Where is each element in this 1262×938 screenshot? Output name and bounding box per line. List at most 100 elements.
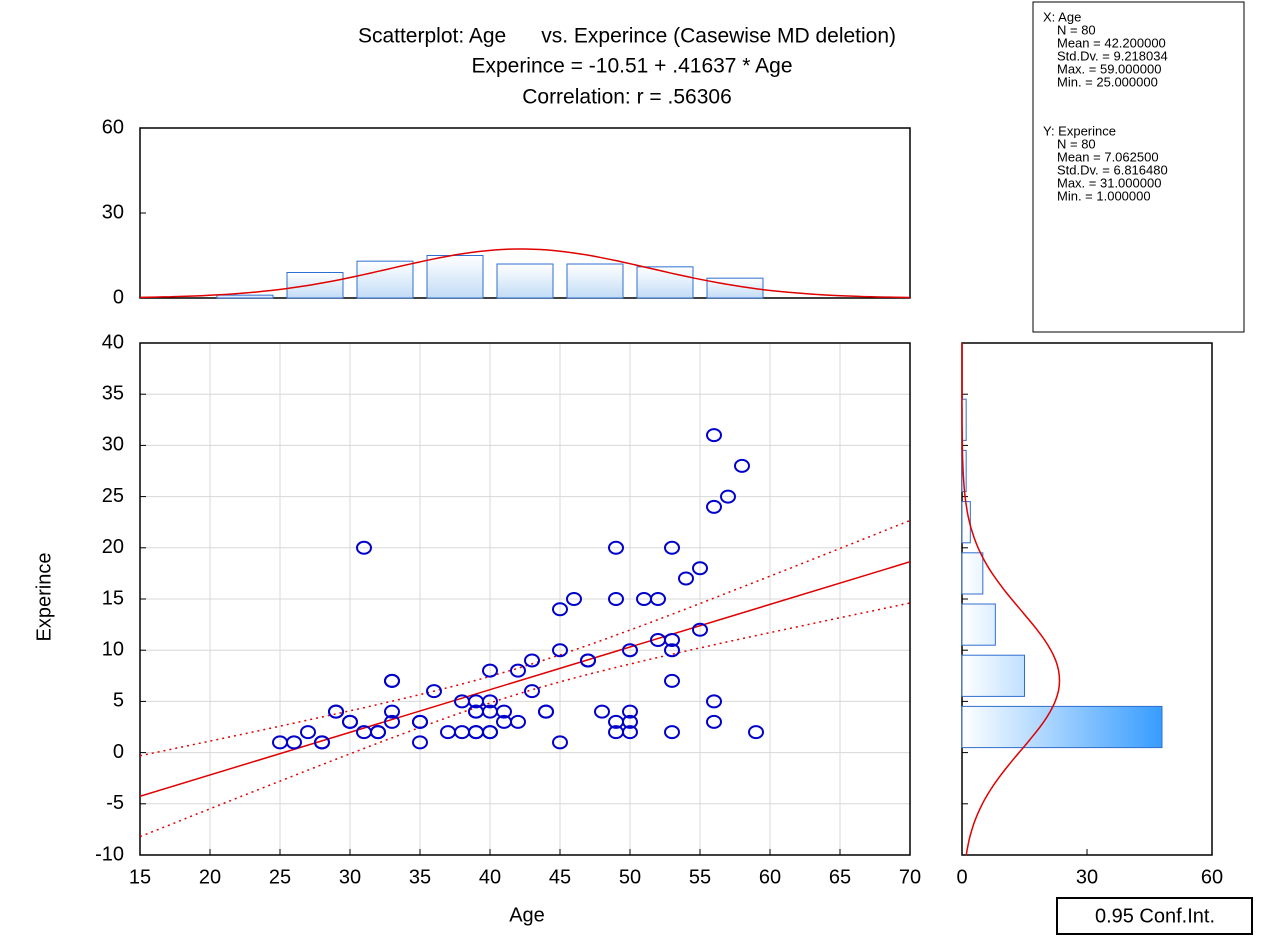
data-point	[664, 632, 680, 647]
histogram-bar	[961, 705, 1163, 749]
x-tick-label: 65	[829, 866, 851, 888]
data-point	[300, 725, 316, 740]
x-tick-label: 20	[199, 866, 221, 888]
regression-line	[140, 561, 910, 797]
data-point	[286, 735, 302, 750]
data-point	[706, 499, 722, 514]
x-tick-label: 25	[269, 866, 291, 888]
data-point	[412, 714, 428, 729]
data-point	[664, 673, 680, 688]
data-point	[622, 725, 638, 740]
y-tick-label: 0	[113, 741, 124, 763]
data-point	[692, 622, 708, 637]
data-point	[370, 725, 386, 740]
data-point	[552, 735, 568, 750]
x-tick-label: 70	[899, 866, 921, 888]
chart-subtitle: Experince = -10.51 + .41637 * Age	[471, 55, 792, 78]
x-tick-label: 30	[339, 866, 361, 888]
data-point	[482, 694, 498, 709]
data-point	[314, 735, 330, 750]
histogram-bar	[216, 294, 274, 299]
confidence-band	[140, 602, 910, 838]
data-point	[524, 684, 540, 699]
data-point	[748, 725, 764, 740]
data-point	[566, 592, 582, 606]
data-point	[510, 714, 526, 729]
data-point	[650, 592, 666, 606]
data-point	[664, 540, 680, 555]
legend-box	[1056, 897, 1253, 935]
y-tick-label: 15	[102, 587, 124, 609]
histogram-bar	[961, 654, 1025, 697]
data-point	[482, 725, 498, 740]
y-tick-label: 0	[113, 286, 124, 308]
y-tick-label: 25	[102, 485, 124, 507]
data-point	[692, 561, 708, 576]
stats-box	[1032, 1, 1245, 333]
data-point	[580, 653, 596, 668]
x-tick-label: 30	[1076, 866, 1098, 888]
stats-line: Std.Dv. = 6.816480	[1057, 162, 1168, 177]
x-tick-label: 50	[619, 866, 641, 888]
data-point	[384, 673, 400, 688]
stats-line: Min. = 1.000000	[1057, 188, 1151, 203]
data-point	[706, 694, 722, 709]
histogram-bar	[356, 260, 414, 299]
normal-curve	[139, 248, 911, 299]
y-tick-label: 40	[102, 331, 124, 353]
data-point	[594, 704, 610, 719]
data-point	[622, 704, 638, 719]
histogram-bar	[566, 263, 624, 299]
stats-line: Min. = 25.000000	[1057, 74, 1158, 89]
data-point	[622, 643, 638, 658]
stats-line: Max. = 31.000000	[1057, 175, 1161, 190]
data-point	[608, 540, 624, 555]
y-tick-label: 5	[113, 690, 124, 712]
stats-line: Max. = 59.000000	[1057, 61, 1161, 76]
y-axis-label: Experince	[33, 553, 55, 642]
data-point	[664, 725, 680, 740]
x-tick-label: 40	[479, 866, 501, 888]
histogram-bar	[496, 263, 554, 299]
y-tick-label: 20	[102, 536, 124, 558]
data-point	[496, 704, 512, 719]
x-tick-label: 55	[689, 866, 711, 888]
y-tick-label: 30	[102, 201, 124, 223]
data-point	[678, 571, 694, 586]
legend-label: 0.95 Conf.Int.	[1095, 905, 1215, 927]
data-point	[384, 714, 400, 729]
data-point	[734, 458, 750, 473]
x-axis-label: Age	[509, 904, 545, 926]
data-point	[552, 602, 568, 617]
x-tick-label: 45	[549, 866, 571, 888]
data-point	[328, 704, 344, 719]
data-point	[384, 704, 400, 719]
data-point	[720, 489, 736, 504]
stats-line: N = 80	[1057, 22, 1096, 37]
y-tick-label: -5	[106, 792, 124, 814]
data-point	[664, 643, 680, 658]
stats-heading: X: Age	[1043, 9, 1081, 24]
data-point	[706, 428, 722, 443]
chart-subtitle: Correlation: r = .56306	[522, 86, 732, 109]
histogram-bar	[426, 255, 484, 299]
normal-curve	[961, 343, 1061, 856]
data-point	[482, 663, 498, 678]
data-point	[426, 684, 442, 699]
histogram-bar	[961, 552, 984, 595]
plot-frame	[961, 342, 1213, 856]
x-tick-label: 0	[956, 866, 967, 888]
y-tick-label: 10	[102, 638, 124, 660]
plot-frame	[139, 342, 911, 856]
data-point	[706, 714, 722, 729]
stats-line: Std.Dv. = 9.218034	[1057, 48, 1168, 63]
y-tick-label: -10	[95, 843, 124, 865]
stats-heading: Y: Experince	[1043, 123, 1116, 138]
stats-line: Mean = 7.062500	[1057, 149, 1159, 164]
histogram-bar	[961, 603, 996, 646]
y-tick-label: 60	[102, 116, 124, 138]
data-point	[412, 735, 428, 750]
data-point	[356, 540, 372, 555]
stats-line: N = 80	[1057, 136, 1096, 151]
